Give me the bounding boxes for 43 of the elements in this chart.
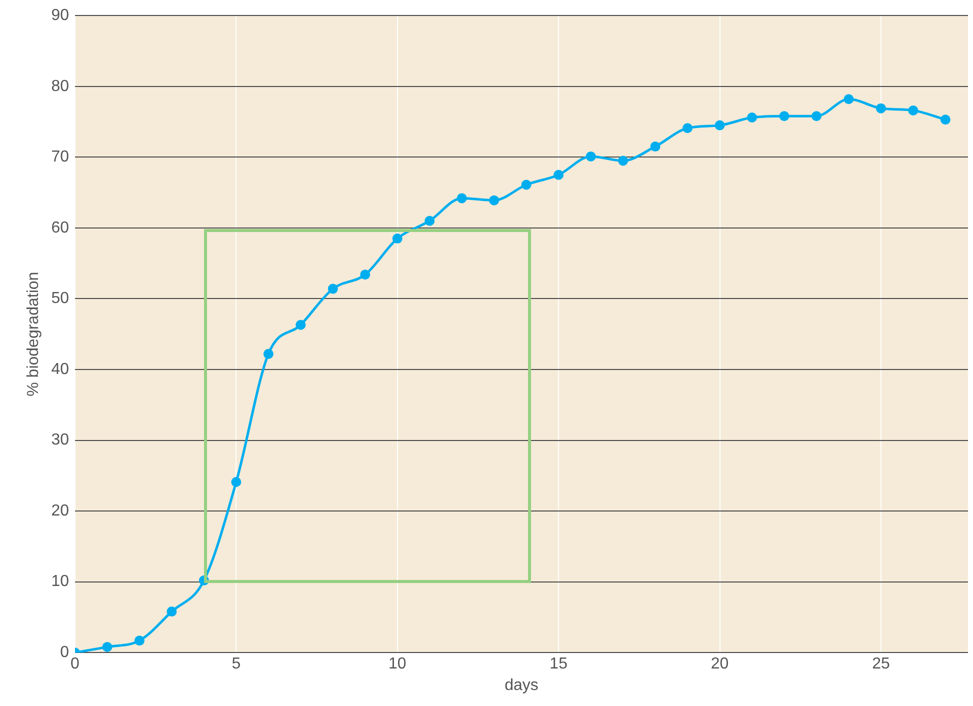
x-tick-label: 20	[710, 656, 729, 673]
point	[940, 114, 950, 125]
y-tick-label: 40	[51, 360, 70, 378]
point	[102, 642, 112, 652]
point	[166, 606, 177, 617]
point	[521, 180, 532, 190]
point	[263, 348, 274, 359]
y-tick-label: 10	[51, 573, 70, 590]
point	[779, 111, 790, 122]
x-tick-label: 15	[550, 656, 568, 673]
y-tick-label: 60	[51, 219, 70, 236]
point	[134, 636, 144, 646]
x-tick-label: 25	[872, 656, 890, 673]
x-axis-title: days	[504, 676, 538, 694]
y-tick-label: 70	[51, 148, 70, 166]
point	[231, 477, 242, 488]
y-tick-label: 50	[51, 290, 70, 308]
point	[328, 284, 338, 294]
point	[908, 105, 918, 116]
point	[392, 234, 402, 244]
point	[456, 193, 467, 204]
point	[747, 112, 758, 123]
point	[714, 120, 725, 130]
point	[554, 170, 564, 180]
point	[296, 320, 306, 330]
y-tick-label: 90	[51, 7, 70, 24]
x-tick-label: 10	[388, 656, 406, 673]
point	[424, 216, 435, 226]
y-tick-label: 0	[60, 644, 70, 662]
x-tick-label: 5	[232, 656, 241, 673]
y-tick-label: 20	[51, 502, 70, 520]
point	[844, 94, 854, 104]
y-tick-label: 30	[51, 432, 70, 449]
point	[360, 270, 370, 280]
point	[811, 111, 822, 122]
point	[489, 195, 500, 206]
point	[650, 142, 660, 152]
point	[618, 156, 628, 166]
y-tick-label: 80	[51, 78, 70, 95]
y-axis-title: % biodegradation	[25, 272, 42, 396]
point	[876, 103, 886, 114]
point	[586, 151, 596, 162]
point	[682, 123, 693, 134]
